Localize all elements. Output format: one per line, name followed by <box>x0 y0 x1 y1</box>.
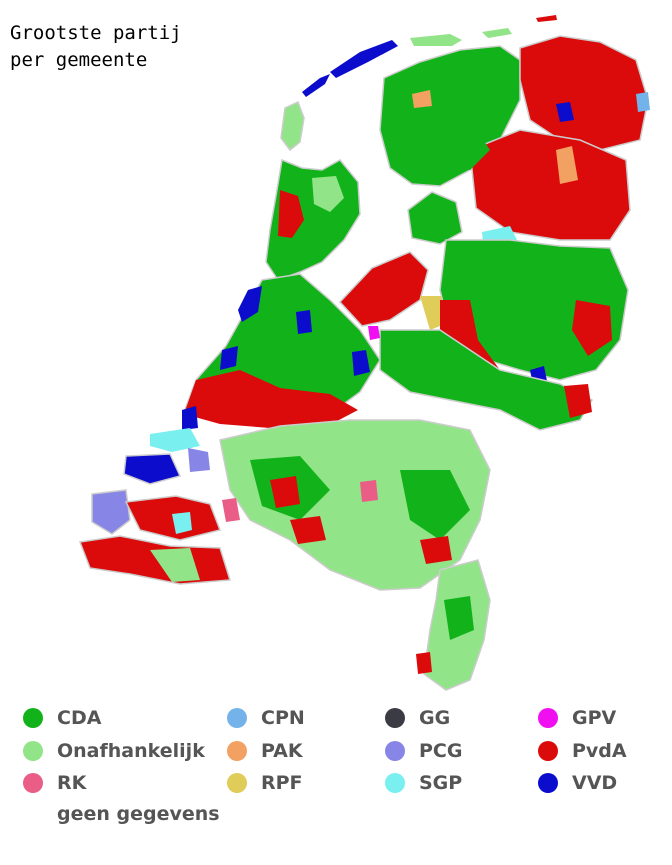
legend-swatch-rpf <box>227 773 247 793</box>
region-west-friesland <box>312 176 344 212</box>
legend-item-pvda: PvdA <box>538 739 627 763</box>
legend-item-onafhankelijk: Onafhankelijk <box>23 739 205 763</box>
legend-label: CDA <box>57 707 102 729</box>
region-brabant-pvda <box>270 476 300 508</box>
island-schiermonnikoog <box>482 28 512 38</box>
legend-item-gpv: GPV <box>538 706 616 730</box>
region-tholen <box>188 448 210 472</box>
legend-swatch-cpn <box>227 708 247 728</box>
legend-swatch-pak <box>227 741 247 761</box>
legend-swatch-pcg <box>385 741 405 761</box>
island-rottumeroog <box>536 15 557 22</box>
legend-label: GPV <box>572 707 617 729</box>
region-vvd-utrecht <box>296 310 312 334</box>
region-gelderland <box>379 329 594 431</box>
region-zeeuws-vlaanderen <box>78 535 231 585</box>
region-rk-brabant <box>360 480 378 502</box>
legend-no-data: geen gegevens <box>57 803 220 825</box>
region-achterhoek-pvda <box>564 384 592 418</box>
region-noordoostpolder <box>407 191 463 245</box>
region-vvd-heuvelrug <box>352 350 370 376</box>
legend-item-gg: GG <box>385 706 450 730</box>
legend-label: PvdA <box>572 740 627 762</box>
island-vlieland <box>302 74 330 97</box>
region-goeree <box>150 428 200 452</box>
region-flevoland <box>338 251 429 327</box>
legend-swatch-gpv <box>538 708 558 728</box>
map-title: Grootste partij per gemeente <box>10 20 182 74</box>
legend-swatch-pvda <box>538 741 558 761</box>
legend-label: Onafhankelijk <box>57 740 205 762</box>
legend-item-cpn: CPN <box>227 706 305 730</box>
region-groningen <box>519 35 649 151</box>
legend-swatch-onafhankelijk <box>23 741 43 761</box>
region-vvd-friesland <box>556 102 574 122</box>
title-line-2: per gemeente <box>10 49 148 71</box>
region-rijnmond-pvda <box>184 370 358 430</box>
legend-label: GG <box>419 707 451 729</box>
legend-item-pak: PAK <box>227 739 303 763</box>
legend-swatch-cda <box>23 708 43 728</box>
region-drenthe <box>469 129 631 241</box>
legend-label: RPF <box>261 772 303 794</box>
legend-swatch-vvd <box>538 773 558 793</box>
title-line-1: Grootste partij <box>10 22 182 44</box>
legend-item-cda: CDA <box>23 706 101 730</box>
region-vvd-coast <box>238 286 262 322</box>
legend-label: PAK <box>261 740 303 762</box>
legend-item-rpf: RPF <box>227 771 303 795</box>
island-texel <box>280 100 305 152</box>
island-ameland <box>410 34 462 46</box>
legend-swatch-rk <box>23 773 43 793</box>
legend-item-sgp: SGP <box>385 771 462 795</box>
legend-label: SGP <box>419 772 463 794</box>
legend-label: CPN <box>261 707 305 729</box>
region-vvd-wassenaar <box>220 346 238 370</box>
region-pak-drenthe <box>556 146 578 184</box>
region-zv-onafhankelijk <box>150 548 200 582</box>
legend-label: RK <box>57 772 87 794</box>
region-sgp-zeeland <box>172 512 192 534</box>
netherlands-map <box>78 15 650 691</box>
region-drenthe-cda <box>430 120 490 170</box>
region-walcheren <box>91 489 131 535</box>
region-schouwen <box>123 453 182 485</box>
legend-item-vvd: VVD <box>538 771 617 795</box>
region-rk-bergen-op-zoom <box>222 498 240 522</box>
region-gpv-gelderland <box>368 326 380 340</box>
region-brabant-cda-east <box>400 470 470 540</box>
region-eindhoven-pvda <box>290 516 326 544</box>
legend-label: VVD <box>572 772 618 794</box>
region-twente-pvda <box>572 300 612 356</box>
region-helmond-pvda <box>420 536 452 564</box>
legend-swatch-gg <box>385 708 405 728</box>
region-noord-holland-pvda <box>278 190 304 238</box>
region-limburg-cda <box>444 596 474 640</box>
region-pak-friesland <box>412 90 432 108</box>
region-vvd-rotterdam <box>182 406 198 430</box>
legend-label: PCG <box>419 740 463 762</box>
island-terschelling <box>330 40 398 78</box>
legend-item-pcg: PCG <box>385 739 462 763</box>
legend-swatch-sgp <box>385 773 405 793</box>
legend-item-rk: RK <box>23 771 86 795</box>
region-cpn-groningen <box>636 92 650 112</box>
region-maastricht-pvda <box>416 652 432 674</box>
